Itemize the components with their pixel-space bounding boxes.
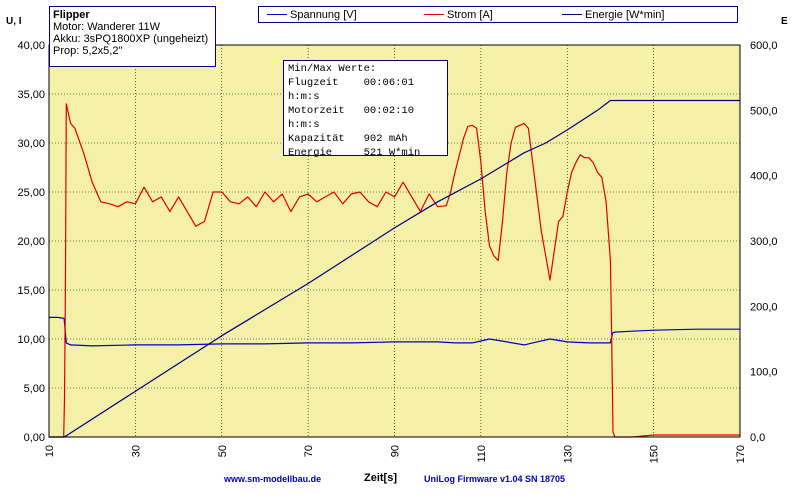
x-tick-label: 50 [217,445,229,457]
info-motor: Motor: Wanderer 11W [53,21,160,33]
x-tick-label: 130 [562,445,574,463]
plot-frame [48,44,741,438]
x-tick-label: 10 [44,445,56,457]
series-line-spannung [49,316,740,347]
y-tick-label-left: 20,00 [17,236,45,248]
legend-swatch-strom [424,14,444,15]
info-prop: Prop: 5,2x5,2" [53,45,123,57]
y-tick-label-left: 0,00 [24,432,45,444]
y-tick-label-left: 15,00 [17,285,45,297]
y-tick-label-right: 300,0 [750,236,778,248]
legend: Spannung [V] Strom [A] Energie [W*min] [258,6,738,23]
series-line-strom [49,103,740,438]
x-tick-label: 150 [649,445,661,463]
stats-row: h:m:s [288,91,320,103]
info-akku: Akku: 3sPQ1800XP (ungeheizt) [53,33,209,45]
series-line-energie [49,99,740,438]
firmware-label: UniLog Firmware v1.04 SN 18705 [424,474,566,484]
x-tick-label: 70 [303,445,315,457]
stats-heading: Min/Max Werte: [288,63,377,75]
y-tick-label-left: 5,00 [24,383,45,395]
y-tick-label-right: 400,0 [750,171,778,183]
legend-label-spannung: Spannung [V] [290,9,357,21]
stats-row: Motorzeit 00:02:10 [288,105,415,117]
y-tick-label-left: 35,00 [17,89,45,101]
stats-row: h:m:s [288,119,320,131]
y-tick-label-left: 30,00 [17,138,45,150]
legend-label-strom: Strom [A] [447,9,493,21]
legend-swatch-energie [562,14,582,15]
y-tick-label-right: 200,0 [750,301,778,313]
stats-row: Energie 521 W*min [288,147,421,159]
legend-label-energie: Energie [W*min] [585,9,665,21]
y-tick-label-left: 40,00 [17,40,45,52]
stats-box: Min/Max Werte: Flugzeit 00:06:01 h:m:s M… [283,60,448,159]
series-layer [49,99,740,438]
stats-row: Flugzeit 00:06:01 [288,77,415,89]
y-tick-label-left: 25,00 [17,187,45,199]
y-tick-label-right: 600,0 [750,40,778,52]
y-tick-label-right: 0,0 [750,432,765,444]
x-tick-label: 90 [390,445,402,457]
y-tick-label-left: 10,00 [17,334,45,346]
stats-row: Kapazität 902 mAh [288,133,408,145]
info-box: Flipper Motor: Wanderer 11W Akku: 3sPQ18… [49,6,216,67]
x-axis-title: Zeit[s] [364,472,397,484]
y-axis-left-title: U, I [6,16,22,27]
info-title: Flipper [53,9,90,21]
x-tick-label: 110 [476,445,488,463]
y-axis-right-title: E [781,16,788,27]
x-tick-label: 30 [130,445,142,457]
y-tick-label-right: 100,0 [750,367,778,379]
x-tick-label: 170 [735,445,747,463]
y-tick-label-right: 500,0 [750,105,778,117]
tick-labels: 10 30 50 70 90 110 130 150 170 0,00 5,00 10,00 15,00… [17,40,777,463]
legend-swatch-spannung [267,14,287,15]
website-link[interactable]: www.sm-modellbau.de [224,474,322,484]
